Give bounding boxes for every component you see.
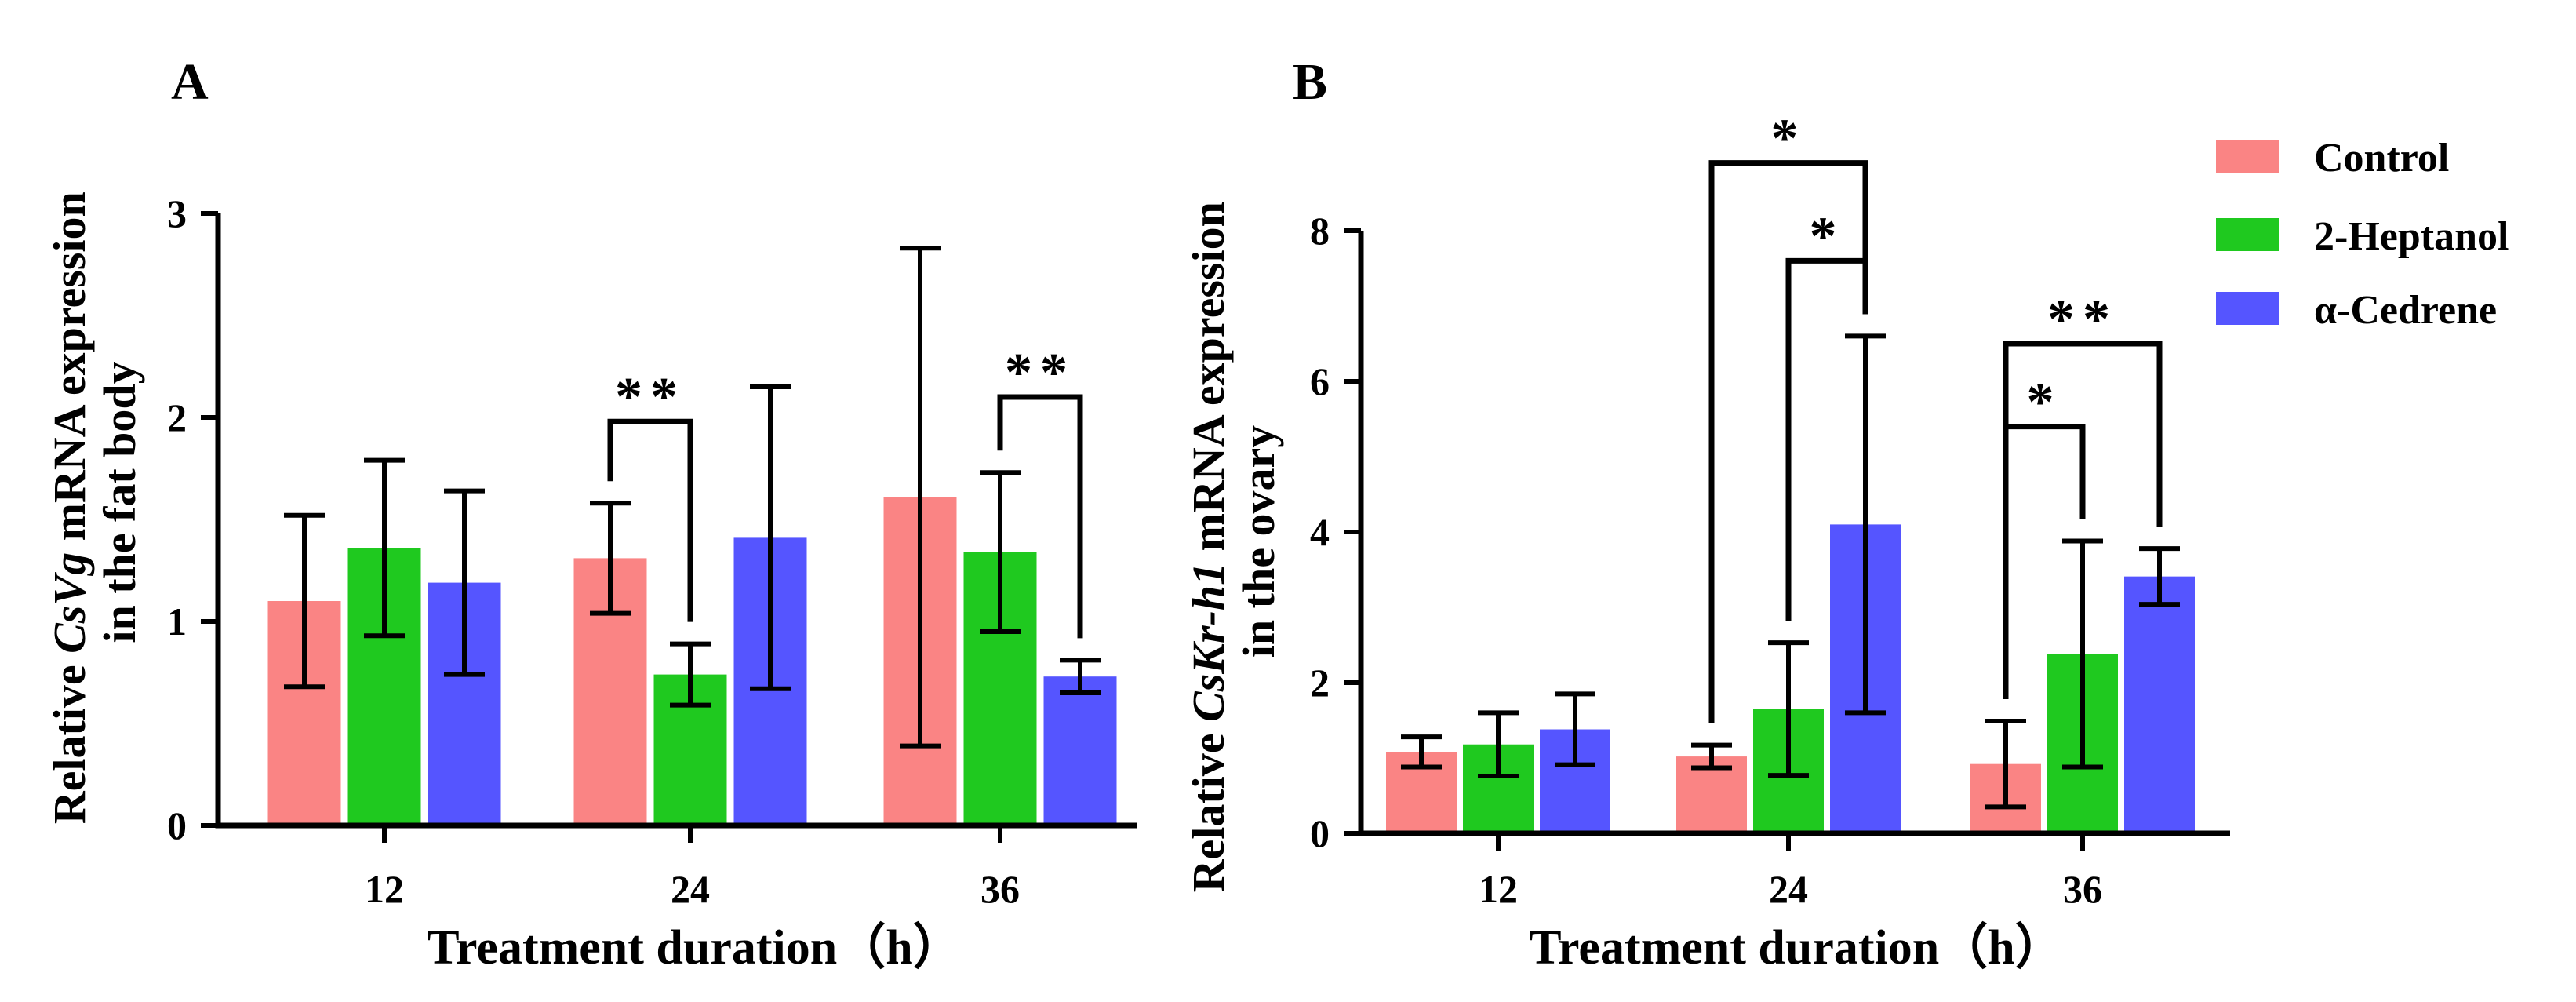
panel-a-error-bar-control-24h bbox=[590, 501, 631, 616]
panel-a-error-bar-2-heptanol-24h bbox=[670, 641, 711, 708]
panel-b-y-axis-title: Relative CsKr-h1 mRNA expression in the … bbox=[1183, 191, 1284, 893]
panel-b-significance-label-2: ** bbox=[2047, 290, 2118, 350]
panel-a-significance-label-0: ** bbox=[615, 367, 686, 428]
panel-a-y-axis-title-post: mRNA expression bbox=[44, 191, 95, 552]
panel-b-error-bar-2-heptanol-36h bbox=[2062, 538, 2103, 770]
panel-b-error-bar-control-12h bbox=[1401, 734, 1442, 770]
panel-b-x-tick-label-24: 24 bbox=[1769, 867, 1808, 911]
panel-b-significance-bracket-0 bbox=[1708, 160, 1868, 723]
legend-swatch-alpha-cedrene bbox=[2216, 292, 2279, 325]
panel-b-error-bar-2-heptanol-24h bbox=[1768, 640, 1809, 778]
panel-b-error-bar-control-24h bbox=[1691, 742, 1732, 771]
panel-a-x-tick-label-36: 36 bbox=[981, 867, 1020, 911]
panel-b-bar-alpha-cedrene-36h bbox=[2124, 576, 2195, 833]
panel-a-label: A bbox=[171, 53, 209, 111]
panel-b-label: B bbox=[1293, 53, 1327, 111]
panel-a-y-tick-label-2: 2 bbox=[167, 395, 187, 439]
panel-b-y-tick-label-0: 0 bbox=[1310, 811, 1330, 855]
panel-b-y-tick-label-6: 6 bbox=[1310, 359, 1330, 403]
panel-b-y-tick-label-4: 4 bbox=[1310, 510, 1330, 554]
panel-b-significance-label-1: * bbox=[1810, 206, 1845, 267]
panel-b-error-bar-alpha-cedrene-24h bbox=[1845, 333, 1886, 716]
panel-b-significance-bracket-1 bbox=[1785, 257, 1868, 621]
panel-b-y-axis-title-pre: Relative bbox=[1183, 722, 1234, 892]
panel-b-error-bar-alpha-cedrene-12h bbox=[1555, 691, 1595, 767]
panel-b-y-tick-label-8: 8 bbox=[1310, 209, 1330, 253]
panel-a-error-bar-control-12h bbox=[284, 512, 325, 690]
panel-a-x-tick-label-12: 12 bbox=[365, 867, 404, 911]
panel-a-y-axis-title-line2: in the fat body bbox=[94, 361, 145, 643]
legend: Control 2-Heptanol α-Cedrene bbox=[2216, 136, 2509, 333]
panel-b-x-tick-label-12: 12 bbox=[1479, 867, 1518, 911]
panel-b-y-axis-title-post: mRNA expression bbox=[1183, 202, 1234, 563]
panel-a-bar-alpha-cedrene-36h bbox=[1043, 676, 1117, 825]
panel-a-error-bar-alpha-cedrene-12h bbox=[444, 488, 485, 677]
panel-b-significance-label-0: * bbox=[1771, 109, 1806, 169]
panel-a-y-axis-title: Relative CsVg mRNA expression in the fat… bbox=[44, 180, 145, 825]
legend-swatch-control bbox=[2216, 140, 2279, 173]
panel-a-x-axis-title: Treatment duration（h） bbox=[427, 920, 961, 975]
panel-a-significance-bracket-1 bbox=[997, 394, 1083, 639]
panel-a-y-tick-label-0: 0 bbox=[167, 803, 187, 847]
panel-a-significance-label-1: ** bbox=[1005, 343, 1075, 403]
panel-a-error-bar-2-heptanol-12h bbox=[364, 457, 405, 639]
panel-b-y-axis-title-gene: CsKr-h1 bbox=[1183, 563, 1234, 722]
panel-b-x-tick-label-36: 36 bbox=[2063, 867, 2102, 911]
panel-a-y-tick-label-1: 1 bbox=[167, 599, 187, 643]
panel-b-x-axis-title: Treatment duration（h） bbox=[1529, 920, 2063, 975]
legend-label-2-heptanol: 2-Heptanol bbox=[2314, 214, 2509, 259]
panel-a-error-bar-control-36h bbox=[900, 246, 941, 749]
panel-a-error-bar-alpha-cedrene-36h bbox=[1060, 658, 1101, 695]
panel-b-error-bar-2-heptanol-12h bbox=[1478, 710, 1519, 779]
panel-a-error-bar-alpha-cedrene-24h bbox=[750, 384, 791, 691]
legend-label-control: Control bbox=[2314, 136, 2449, 180]
panel-a-y-axis-title-gene: CsVg bbox=[44, 552, 95, 654]
panel-a-y-axis-title-pre: Relative bbox=[44, 654, 95, 824]
panel-a-y-tick-label-3: 3 bbox=[167, 191, 187, 235]
panel-b-error-bar-alpha-cedrene-36h bbox=[2139, 546, 2180, 607]
panel-a-error-bar-2-heptanol-36h bbox=[980, 470, 1021, 634]
panel-b-significance-bracket-3 bbox=[2003, 424, 2086, 699]
panel-a-significance-bracket-0 bbox=[607, 418, 693, 622]
legend-label-alpha-cedrene: α-Cedrene bbox=[2314, 288, 2497, 333]
panel-a-x-tick-label-24: 24 bbox=[671, 867, 710, 911]
panel-b-y-tick-label-2: 2 bbox=[1310, 661, 1330, 705]
legend-swatch-2-heptanol bbox=[2216, 218, 2279, 251]
panel-b-y-axis-title-line2: in the ovary bbox=[1233, 425, 1284, 658]
panel-b-significance-label-3: * bbox=[2027, 373, 2062, 433]
panel-b-error-bar-control-36h bbox=[1985, 718, 2026, 810]
